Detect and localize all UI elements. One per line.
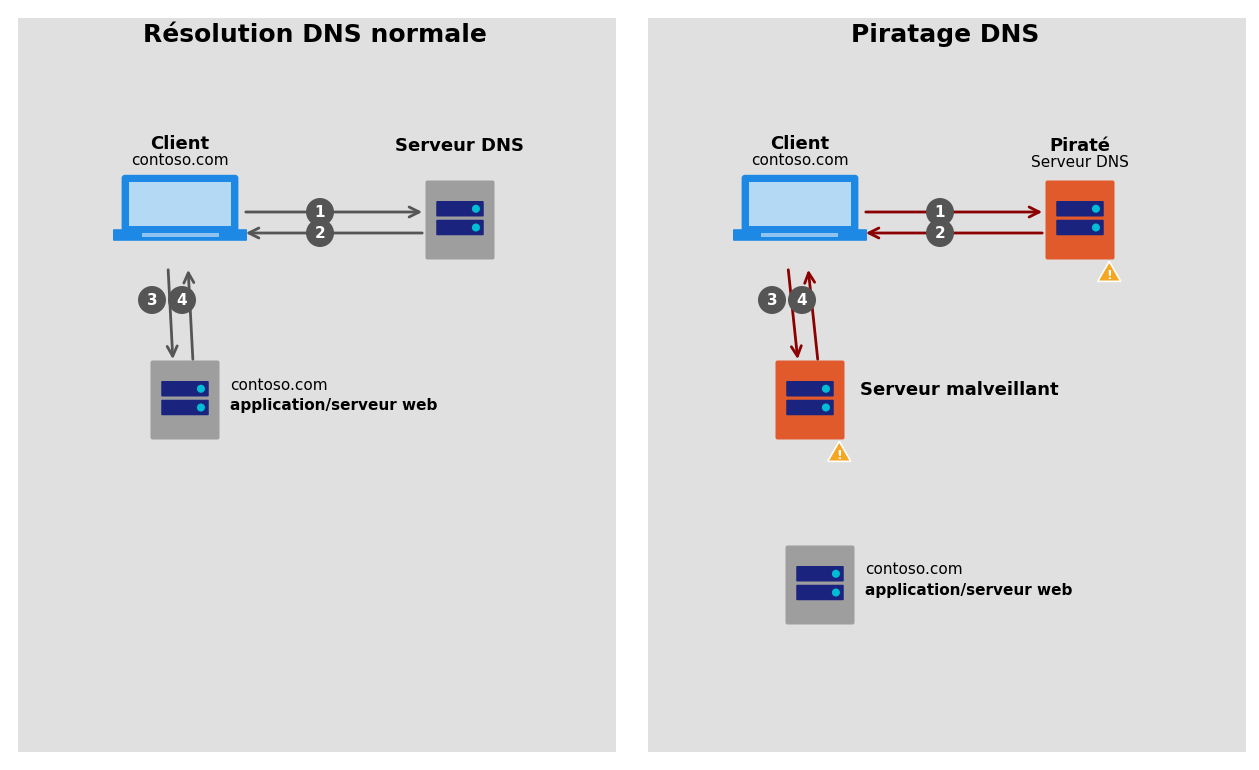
FancyBboxPatch shape	[787, 400, 833, 415]
FancyBboxPatch shape	[796, 566, 844, 581]
FancyBboxPatch shape	[18, 18, 616, 752]
Circle shape	[788, 286, 816, 314]
FancyBboxPatch shape	[648, 18, 1246, 752]
Text: application/serveur web: application/serveur web	[230, 397, 437, 413]
Bar	[762, 233, 838, 237]
FancyBboxPatch shape	[123, 176, 237, 233]
FancyBboxPatch shape	[437, 201, 483, 216]
Bar	[141, 233, 219, 237]
Text: 3: 3	[147, 293, 157, 307]
Polygon shape	[1098, 261, 1121, 281]
Polygon shape	[827, 441, 851, 461]
Circle shape	[138, 286, 166, 314]
Circle shape	[832, 588, 840, 597]
FancyBboxPatch shape	[437, 219, 483, 236]
Circle shape	[196, 385, 205, 393]
Text: Piratage DNS: Piratage DNS	[851, 23, 1039, 47]
Text: Client: Client	[150, 135, 209, 153]
Circle shape	[306, 219, 334, 247]
FancyBboxPatch shape	[787, 381, 833, 397]
FancyBboxPatch shape	[426, 180, 495, 259]
Text: Résolution DNS normale: Résolution DNS normale	[144, 23, 487, 47]
Text: contoso.com: contoso.com	[752, 153, 849, 168]
Text: 2: 2	[934, 226, 946, 240]
FancyBboxPatch shape	[113, 229, 247, 241]
Circle shape	[758, 286, 786, 314]
Text: application/serveur web: application/serveur web	[865, 582, 1073, 598]
Circle shape	[927, 198, 954, 226]
Circle shape	[196, 403, 205, 411]
FancyBboxPatch shape	[733, 229, 867, 241]
Text: 2: 2	[315, 226, 325, 240]
FancyBboxPatch shape	[796, 584, 844, 601]
FancyBboxPatch shape	[776, 360, 845, 440]
Circle shape	[167, 286, 196, 314]
Text: 4: 4	[176, 293, 188, 307]
Circle shape	[832, 570, 840, 578]
Text: 4: 4	[797, 293, 807, 307]
FancyBboxPatch shape	[1056, 219, 1104, 236]
Bar	[128, 182, 230, 226]
Text: 1: 1	[315, 205, 325, 219]
Circle shape	[927, 219, 954, 247]
Text: contoso.com: contoso.com	[131, 153, 229, 168]
Circle shape	[822, 403, 830, 411]
Text: Serveur DNS: Serveur DNS	[395, 137, 525, 155]
Circle shape	[822, 385, 830, 393]
Text: Serveur DNS: Serveur DNS	[1031, 155, 1129, 170]
Text: contoso.com: contoso.com	[230, 377, 327, 393]
Text: contoso.com: contoso.com	[865, 563, 963, 578]
Circle shape	[306, 198, 334, 226]
FancyBboxPatch shape	[786, 545, 855, 624]
FancyBboxPatch shape	[161, 381, 209, 397]
FancyBboxPatch shape	[151, 360, 219, 440]
Text: Serveur malveillant: Serveur malveillant	[860, 381, 1059, 399]
Text: !: !	[836, 449, 842, 461]
FancyBboxPatch shape	[1045, 180, 1114, 259]
Circle shape	[472, 223, 480, 232]
FancyBboxPatch shape	[743, 176, 857, 233]
Circle shape	[1092, 205, 1100, 213]
Bar	[749, 182, 851, 226]
Text: 3: 3	[767, 293, 777, 307]
FancyBboxPatch shape	[161, 400, 209, 415]
Circle shape	[1092, 223, 1100, 232]
Text: !: !	[1107, 269, 1112, 282]
Text: 1: 1	[934, 205, 946, 219]
Circle shape	[472, 205, 480, 213]
FancyBboxPatch shape	[1056, 201, 1104, 216]
Text: Piraté: Piraté	[1050, 137, 1110, 155]
Text: Client: Client	[771, 135, 830, 153]
